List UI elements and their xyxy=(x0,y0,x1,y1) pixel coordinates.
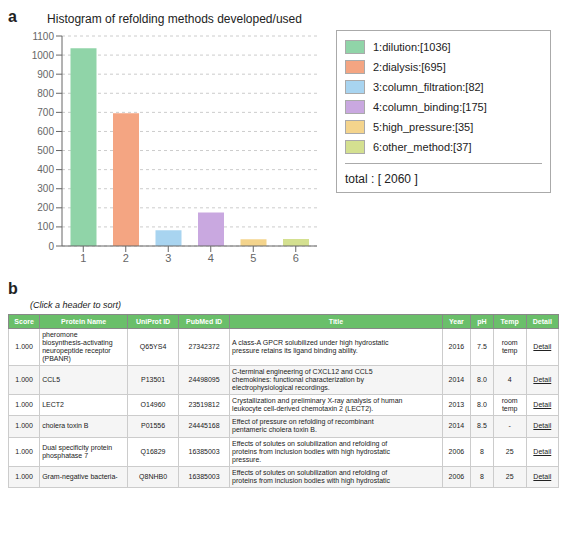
svg-text:4: 4 xyxy=(208,252,214,264)
html-text:4: 4 xyxy=(507,376,512,384)
html-text:room temp: room temp xyxy=(501,339,518,355)
html-text:P01556: P01556 xyxy=(141,422,166,430)
svg-text:3: 3 xyxy=(165,252,171,264)
html-text:Q16829: Q16829 xyxy=(140,447,166,455)
html-text:O14960: O14960 xyxy=(140,401,166,409)
svg-text:1000: 1000 xyxy=(32,50,55,61)
html-text:Effects of solutes on solubili: Effects of solutes on solubilization and… xyxy=(232,468,390,484)
html-text:Detail: Detail xyxy=(533,472,552,480)
html-text:cholera toxin B: cholera toxin B xyxy=(42,422,89,430)
html-text:Temp: Temp xyxy=(500,318,519,325)
html-text:room temp: room temp xyxy=(501,397,518,413)
html-text:PubMed ID: PubMed ID xyxy=(186,318,223,325)
html-text:Score: Score xyxy=(14,318,34,325)
html-text:1.000: 1.000 xyxy=(15,472,33,480)
html-text:C-terminal engineering of CXCL: C-terminal engineering of CXCL12 and CCL… xyxy=(232,368,373,392)
svg-text:2: 2 xyxy=(123,252,129,264)
html-text:Detail: Detail xyxy=(533,422,552,430)
svg-text:5: 5 xyxy=(250,252,256,264)
html-text:2014: 2014 xyxy=(448,422,465,430)
html-text:Q65YS4: Q65YS4 xyxy=(139,343,167,351)
html-text:a: a xyxy=(8,8,17,25)
html-text:4:column_binding:[175]: 4:column_binding:[175] xyxy=(373,101,487,113)
html-text:1.000: 1.000 xyxy=(15,447,33,455)
svg-text:400: 400 xyxy=(37,164,54,175)
html-text:24498095: 24498095 xyxy=(188,376,220,384)
svg-text:1100: 1100 xyxy=(32,31,54,42)
html-text:LECT2: LECT2 xyxy=(42,401,64,409)
html-text:total : [ 2060 ]: total : [ 2060 ] xyxy=(345,172,418,186)
html-text:3:column_filtration:[82]: 3:column_filtration:[82] xyxy=(373,81,484,93)
html-text:Title: Title xyxy=(328,318,343,325)
html-text:25: 25 xyxy=(505,472,514,480)
html-text:Histogram of refolding methods: Histogram of refolding methods developed… xyxy=(47,12,302,26)
html-text:27342372: 27342372 xyxy=(188,343,220,351)
html-text:1.000: 1.000 xyxy=(15,422,33,430)
html-text:(Click a header to sort): (Click a header to sort) xyxy=(30,300,121,310)
html-text:8: 8 xyxy=(480,472,484,480)
svg-text:6: 6 xyxy=(293,252,299,264)
svg-text:700: 700 xyxy=(37,107,54,118)
html-text:pH: pH xyxy=(477,318,487,325)
html-text:Detail: Detail xyxy=(533,376,552,384)
html-text:8: 8 xyxy=(480,447,484,455)
html-text:Protein Name: Protein Name xyxy=(61,318,107,325)
html-text:8.5: 8.5 xyxy=(477,422,487,430)
html-text:Gram-negative bacteria-: Gram-negative bacteria- xyxy=(42,472,118,480)
html-text:Detail: Detail xyxy=(532,318,552,325)
html-text:Crystallization and preliminar: Crystallization and preliminary X-ray an… xyxy=(232,397,403,413)
html-text:b: b xyxy=(8,280,18,297)
html-text:16385003: 16385003 xyxy=(188,472,220,480)
html-text:16385003: 16385003 xyxy=(188,447,220,455)
html-text:Effect of pressure on refoldin: Effect of pressure on refolding of recom… xyxy=(232,418,374,434)
html-text:UniProt ID: UniProt ID xyxy=(135,318,171,325)
html-text:Year: Year xyxy=(449,318,464,325)
html-text:CCL5: CCL5 xyxy=(42,376,61,384)
html-text:Effects of solutes on solubili: Effects of solutes on solubilization and… xyxy=(232,439,390,463)
html-text:Dual specificity protein phosp: Dual specificity protein phosphatase 7 xyxy=(42,443,113,459)
html-text:2006: 2006 xyxy=(448,447,465,455)
svg-text:900: 900 xyxy=(37,69,54,80)
html-text:Detail: Detail xyxy=(533,343,552,351)
html-text:2013: 2013 xyxy=(448,401,465,409)
svg-text:300: 300 xyxy=(37,183,54,194)
html-text:1.000: 1.000 xyxy=(15,401,33,409)
html-text:24445168: 24445168 xyxy=(188,422,220,430)
svg-text:100: 100 xyxy=(37,221,54,232)
html-text:5:high_pressure:[35]: 5:high_pressure:[35] xyxy=(373,121,474,133)
svg-text:500: 500 xyxy=(37,145,54,156)
html-text:2:dialysis:[695]: 2:dialysis:[695] xyxy=(373,61,446,73)
svg-text:600: 600 xyxy=(37,126,54,137)
svg-text:800: 800 xyxy=(37,88,54,99)
html-text:pheromone biosynthesis-activat: pheromone biosynthesis-activating neurop… xyxy=(42,331,113,363)
html-text:8.0: 8.0 xyxy=(477,376,487,384)
html-text:23519812: 23519812 xyxy=(188,401,220,409)
html-text:P13501: P13501 xyxy=(141,376,166,384)
svg-text:0: 0 xyxy=(48,241,54,252)
html-text:1:dilution:[1036]: 1:dilution:[1036] xyxy=(373,41,451,53)
html-text:Q8NHB0: Q8NHB0 xyxy=(139,472,168,480)
svg-text:1: 1 xyxy=(80,252,86,264)
html-text:1.000: 1.000 xyxy=(15,343,33,351)
html-text:Detail: Detail xyxy=(533,447,552,455)
html-text:1.000: 1.000 xyxy=(15,376,33,384)
html-text:2016: 2016 xyxy=(448,343,465,351)
html-text:2014: 2014 xyxy=(448,376,465,384)
svg-text:200: 200 xyxy=(37,202,54,213)
html-text:8.0: 8.0 xyxy=(477,401,487,409)
html-text:Detail: Detail xyxy=(533,401,552,409)
html-text:6:other_method:[37]: 6:other_method:[37] xyxy=(373,141,472,153)
html-text:7.5: 7.5 xyxy=(477,343,487,351)
html-text:25: 25 xyxy=(505,447,514,455)
html-text:2006: 2006 xyxy=(448,472,465,480)
html-text:A class-A GPCR solubilized und: A class-A GPCR solubilized under high hy… xyxy=(232,339,389,355)
